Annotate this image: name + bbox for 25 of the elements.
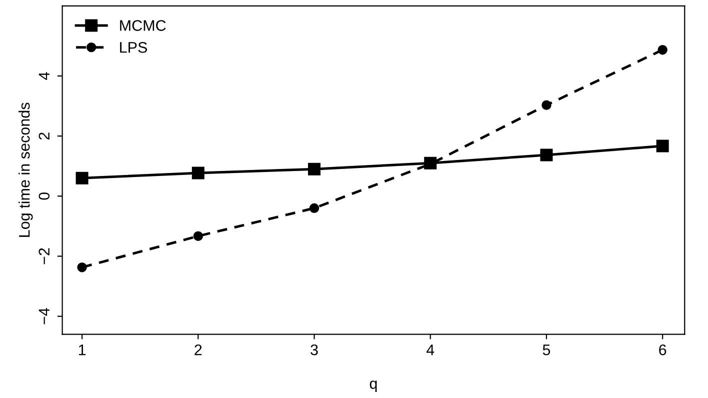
point (76, 172, 88, 184)
x-tick-label: 5 (542, 344, 550, 356)
y-tick-label: 4 (38, 72, 50, 80)
point (542, 100, 552, 110)
x-tick-label: 2 (194, 344, 202, 356)
point (309, 203, 320, 214)
point (540, 148, 553, 162)
x-tick-label: 1 (78, 344, 86, 356)
y-axis-title: Log time in seconds (18, 102, 33, 237)
point (656, 140, 669, 152)
x-tick-label: 4 (426, 344, 434, 356)
x-tick-label: 6 (659, 344, 666, 356)
x-axis-title: q (370, 380, 377, 392)
y-tick-label: −2 (38, 248, 50, 264)
y-tick-label: 2 (38, 132, 50, 140)
y-tick-label: −4 (38, 308, 50, 324)
legend-label: MCMC (120, 20, 166, 31)
y-tick-label: 0 (38, 192, 50, 200)
point (193, 231, 204, 241)
x-tick-label: 3 (310, 344, 318, 356)
point (77, 262, 87, 272)
point (658, 44, 668, 55)
point (192, 166, 204, 180)
legend-label: LPS (120, 42, 148, 53)
point (308, 162, 321, 176)
